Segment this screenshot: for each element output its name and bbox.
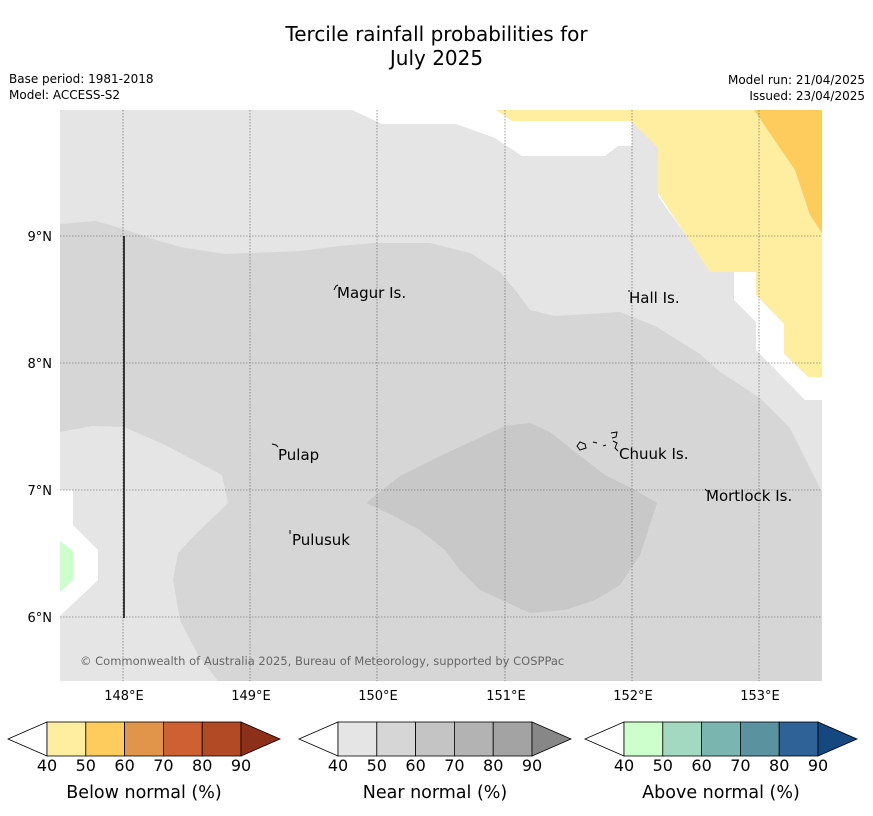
below-normal-50-60-region: [754, 110, 822, 233]
colorbar-swatch: [85, 721, 126, 757]
colorbar-tick: 50: [653, 756, 673, 775]
issued-date-text: Issued: 23/04/2025: [749, 89, 865, 103]
colorbar-swatch: [623, 721, 664, 757]
colorbar-swatch: [531, 721, 573, 757]
colorbar-swatch: [740, 721, 780, 757]
colorbar-tick: 90: [522, 756, 542, 775]
above-normal-40-50-region: [60, 541, 73, 592]
colorbar-tick: 80: [483, 756, 503, 775]
colorbar-label-near-normal: Near normal (%): [363, 783, 508, 803]
colorbar-swatch: [701, 721, 741, 757]
place-label-chuuk: Chuuk Is.: [619, 445, 688, 463]
colorbar-label-above-normal: Above normal (%): [642, 783, 800, 803]
colorbar-swatch: [337, 721, 378, 757]
colorbar-tick: 40: [328, 756, 348, 775]
lat-label-6n: 6°N: [28, 611, 53, 626]
colorbar-swatch: [453, 721, 494, 757]
colorbar-swatch: [124, 721, 164, 757]
colorbar-tick: 60: [405, 756, 425, 775]
lat-label-8n: 8°N: [28, 357, 53, 372]
colorbar-tick: 90: [808, 756, 828, 775]
island-outlines: [271, 284, 708, 534]
colorbar-swatch: [240, 721, 282, 757]
place-label-magur: Magur Is.: [337, 284, 406, 302]
model-run-text: Model run: 21/04/2025: [727, 73, 865, 87]
colorbar-swatch: [297, 721, 339, 757]
lon-label-153e: 153°E: [740, 689, 780, 704]
colorbar-tick: 80: [192, 756, 212, 775]
lat-label-9n: 9°N: [28, 230, 53, 245]
colorbar-tick: 50: [367, 756, 387, 775]
colorbar-swatch: [415, 721, 455, 757]
title-line-2: July 2025: [389, 46, 484, 70]
base-period-text: Base period: 1981-2018: [9, 72, 154, 86]
colorbar-tick: 40: [37, 756, 57, 775]
colorbar-tick: 90: [231, 756, 251, 775]
legend-above-normal: 40 50 60 70 80 90 Above normal (%): [583, 721, 859, 803]
colorbar-swatch: [662, 721, 702, 757]
near-normal-60-70-region: [366, 423, 657, 613]
lon-label-150e: 150°E: [358, 689, 398, 704]
colorbar-tick: 40: [614, 756, 634, 775]
colorbar-swatch: [6, 721, 48, 757]
colorbar-tick: 70: [444, 756, 464, 775]
colorbar-tick: 70: [153, 756, 173, 775]
lon-label-149e: 149°E: [231, 689, 271, 704]
colorbar-tick: 80: [769, 756, 789, 775]
lon-label-148e: 148°E: [104, 689, 144, 704]
lon-label-151e: 151°E: [486, 689, 526, 704]
map-title: Tercile rainfall probabilities for July …: [0, 22, 873, 70]
place-label-hall: Hall Is.: [629, 289, 680, 307]
model-info: Base period: 1981-2018 Model: ACCESS-S2: [9, 71, 154, 103]
map-gridlines: [60, 110, 822, 681]
colorbar-tick: 60: [691, 756, 711, 775]
lat-label-7n: 7°N: [28, 484, 53, 499]
legend-near-normal: 40 50 60 70 80 90 Near normal (%): [297, 721, 573, 803]
colorbar-swatch: [162, 721, 203, 757]
lon-label-152e: 152°E: [613, 689, 653, 704]
copyright-text: © Commonwealth of Australia 2025, Bureau…: [80, 654, 564, 668]
place-label-mortlock: Mortlock Is.: [706, 487, 792, 505]
colorbar-tick: 60: [114, 756, 134, 775]
map-area: [60, 110, 822, 681]
title-line-1: Tercile rainfall probabilities for: [285, 22, 588, 46]
colorbar-swatch: [46, 721, 87, 757]
colorbar-swatch: [492, 721, 533, 757]
colorbar-swatch: [778, 721, 819, 757]
colorbar-tick: 70: [730, 756, 750, 775]
colorbar-swatch: [583, 721, 625, 757]
legend-below-normal: 40 50 60 70 80 90 Below normal (%): [6, 721, 282, 803]
colorbar-swatch: [201, 721, 242, 757]
run-info: Model run: 21/04/2025 Issued: 23/04/2025: [728, 72, 865, 104]
colorbar-swatch: [817, 721, 859, 757]
colorbar-swatch: [376, 721, 416, 757]
place-label-pulusuk: Pulusuk: [292, 531, 350, 549]
colorbar-tick: 50: [76, 756, 96, 775]
below-normal-40-50-region: [496, 110, 822, 377]
place-label-pulap: Pulap: [278, 446, 319, 464]
colorbar-label-below-normal: Below normal (%): [66, 783, 221, 803]
model-name-text: Model: ACCESS-S2: [9, 88, 121, 102]
